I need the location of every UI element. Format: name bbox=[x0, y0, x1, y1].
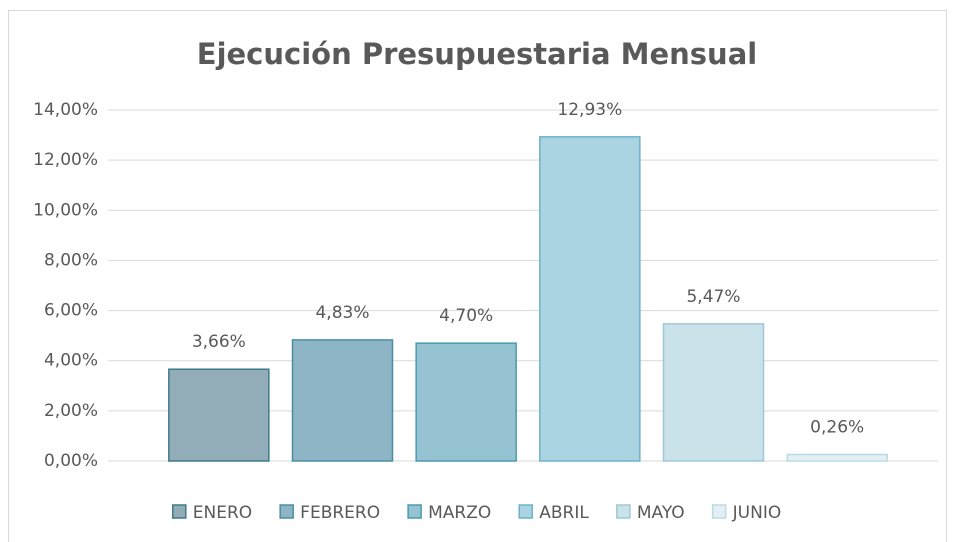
y-tick-label: 2,00% bbox=[44, 401, 98, 421]
y-tick-label: 10,00% bbox=[33, 200, 98, 220]
y-tick-label: 14,00% bbox=[33, 100, 98, 120]
legend-swatch bbox=[172, 504, 187, 519]
bar bbox=[168, 368, 270, 462]
y-tick-label: 0,00% bbox=[44, 451, 98, 471]
legend-label: MAYO bbox=[637, 503, 685, 523]
data-label: 0,26% bbox=[810, 417, 864, 437]
y-tick-label: 4,00% bbox=[44, 351, 98, 371]
legend-swatch bbox=[407, 504, 422, 519]
bar bbox=[662, 323, 765, 462]
bar bbox=[539, 136, 641, 462]
data-label: 12,93% bbox=[557, 100, 622, 120]
chart-frame bbox=[8, 10, 947, 542]
legend-swatch bbox=[711, 504, 727, 519]
legend-swatch bbox=[279, 504, 294, 519]
legend-swatch bbox=[518, 504, 533, 519]
bar bbox=[291, 339, 394, 462]
y-tick-label: 12,00% bbox=[33, 150, 98, 170]
legend-label: MARZO bbox=[428, 503, 491, 523]
legend-label: FEBRERO bbox=[300, 503, 380, 523]
data-label: 3,66% bbox=[192, 332, 246, 352]
data-label: 4,83% bbox=[315, 303, 369, 323]
legend-swatch bbox=[616, 504, 631, 519]
legend-label: JUNIO bbox=[732, 503, 782, 523]
bar bbox=[415, 342, 517, 462]
y-tick-label: 8,00% bbox=[44, 250, 98, 270]
chart-title: Ejecución Presupuestaria Mensual bbox=[197, 37, 757, 71]
y-tick-label: 6,00% bbox=[44, 301, 98, 321]
bar bbox=[786, 453, 888, 462]
data-label: 5,47% bbox=[686, 287, 740, 307]
legend-label: ENERO bbox=[193, 503, 252, 523]
data-label: 4,70% bbox=[439, 306, 493, 326]
legend-label: ABRIL bbox=[539, 503, 589, 523]
